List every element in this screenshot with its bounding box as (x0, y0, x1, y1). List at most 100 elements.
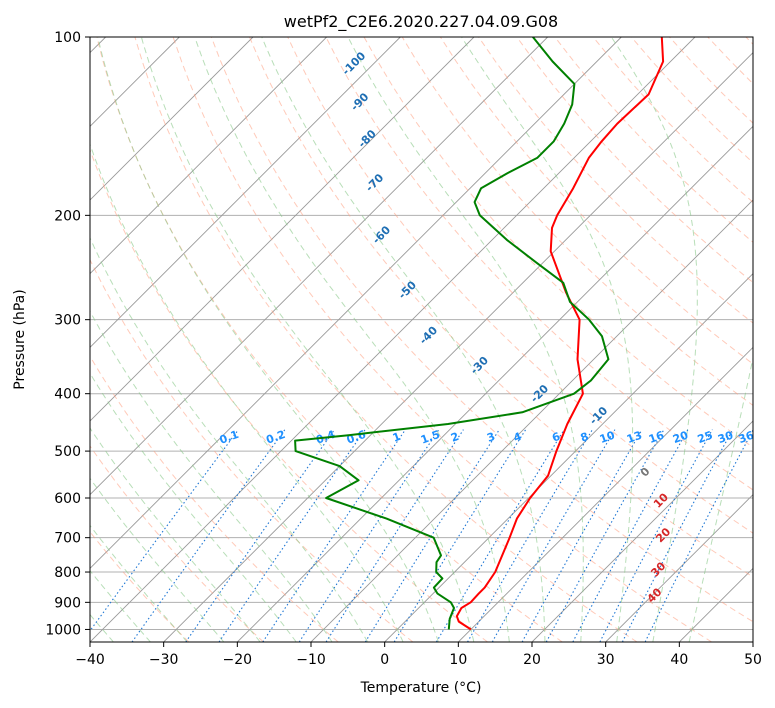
x-tick-label: −40 (75, 652, 105, 668)
mixing-ratio-line (545, 429, 665, 642)
isotherm-line (90, 37, 327, 275)
mixing-ratio-line (644, 429, 753, 642)
y-tick-label: 500 (54, 444, 81, 460)
moist-adiabat-line (90, 142, 404, 642)
plot-frame (89, 36, 754, 643)
y-axis-ticks: 100 200 300 400 500 600 700 800 900 1000 (45, 30, 90, 638)
moist-adiabat-line (610, 37, 698, 642)
dry-adiabat-line (96, 37, 563, 642)
mixing-ratio-label: 0.6 (345, 428, 368, 447)
moist-adiabat-line (461, 37, 634, 642)
dry-adiabats (90, 37, 753, 642)
mixing-ratio-line (218, 429, 366, 642)
moist-adiabat-line (97, 37, 439, 642)
moist-adiabat-line (261, 37, 546, 642)
dewpoint-profile-line (294, 37, 610, 630)
mixing-ratio-label: 8 (579, 430, 591, 445)
isotherm-line (90, 37, 254, 201)
y-tick-label: 400 (54, 387, 81, 403)
mixing-ratio-label: 2 (449, 430, 461, 445)
mixing-ratio-label: 16 (647, 428, 666, 446)
moist-adiabat-line (90, 427, 261, 642)
mixing-ratio-label: 1 (391, 430, 403, 445)
sounding-series (294, 37, 665, 631)
mixing-ratio-label: 13 (625, 429, 644, 446)
dry-adiabat-line (90, 355, 339, 642)
mixing-ratio-line (599, 429, 713, 642)
y-axis-label: Pressure (hPa) (12, 289, 28, 389)
moist-adiabats (90, 37, 753, 642)
mixing-ratio-label: 0.1 (218, 428, 241, 447)
isotherm-line (90, 37, 696, 642)
mixing-ratio-label: 30 (716, 428, 735, 446)
moist-adiabat-line (140, 37, 475, 642)
mixing-ratio-label: 10 (598, 428, 617, 446)
mixing-ratio-lines (90, 429, 753, 642)
y-tick-label: 200 (54, 208, 81, 224)
dry-adiabat-line (134, 37, 638, 642)
isotherm-line (752, 641, 753, 642)
x-axis-ticks: −40 −30 −20 −10 0 10 20 30 40 50 (75, 642, 762, 668)
x-tick-label: 40 (670, 652, 688, 668)
dry-adiabat-line (287, 37, 753, 534)
mixing-ratio-line (90, 429, 239, 632)
isotherm-line (90, 37, 475, 422)
x-tick-label: 30 (597, 652, 615, 668)
y-tick-label: 300 (54, 313, 81, 329)
dry-adiabat-line (90, 445, 264, 642)
mixing-ratio-line (621, 429, 734, 642)
x-tick-label: −30 (149, 652, 179, 668)
x-tick-label: −10 (296, 652, 326, 668)
moist-adiabat-line (90, 524, 188, 642)
x-tick-label: −20 (223, 652, 253, 668)
mixing-ratio-label: 25 (696, 429, 715, 446)
isobar-gridlines (90, 37, 753, 630)
moist-adiabat-line (688, 355, 753, 642)
x-tick-label: 0 (380, 652, 389, 668)
moist-adiabat-line (90, 372, 297, 642)
moist-adiabat-line (90, 477, 225, 642)
mixing-ratio-line (131, 429, 286, 642)
plot-area (90, 37, 753, 642)
mixing-ratio-line (521, 429, 643, 642)
isotherm-line (384, 273, 753, 642)
mixing-ratio-label: 1.5 (419, 428, 442, 447)
y-tick-label: 600 (54, 491, 81, 507)
mixing-ratio-line (491, 429, 616, 642)
mixing-ratio-label: 6 (550, 430, 562, 445)
mixing-ratio-line (572, 429, 689, 642)
x-axis-label: Temperature (°C) (360, 680, 482, 696)
y-tick-label: 700 (54, 531, 81, 547)
x-tick-label: 20 (523, 652, 541, 668)
isotherm-line (605, 494, 753, 642)
isotherm-line (90, 37, 548, 496)
dry-adiabat-line (210, 37, 753, 623)
dry-adiabat-line (90, 258, 414, 642)
mixing-ratio-line (298, 429, 440, 642)
moist-adiabat-line (90, 310, 333, 642)
moist-adiabat-line (347, 37, 584, 642)
temperature-profile-line (455, 37, 665, 631)
y-tick-label: 1000 (45, 622, 81, 638)
mixing-ratio-line (325, 429, 464, 642)
chart-title: wetPf2_C2E6.2020.227.04.09.G08 (284, 12, 558, 32)
moist-adiabat-line (90, 236, 369, 642)
mixing-ratio-line (467, 429, 593, 642)
moist-adiabat-line (90, 569, 151, 642)
x-tick-label: 50 (744, 652, 762, 668)
y-tick-label: 100 (54, 30, 81, 46)
mixing-ratio-label: 20 (671, 428, 690, 446)
mixing-ratio-label: 3 (485, 430, 497, 445)
x-tick-label: 10 (449, 652, 467, 668)
isotherm-line (90, 37, 622, 569)
dry-adiabat-line (249, 37, 753, 578)
y-tick-label: 900 (54, 595, 81, 611)
dry-adiabat-line (172, 37, 712, 642)
mixing-ratio-label: 36 (737, 428, 756, 446)
y-tick-label: 800 (54, 565, 81, 581)
isotherm-line (458, 346, 753, 642)
dry-adiabat-line (516, 37, 753, 284)
moist-adiabat-line (194, 37, 510, 642)
isotherm-line (237, 125, 753, 642)
